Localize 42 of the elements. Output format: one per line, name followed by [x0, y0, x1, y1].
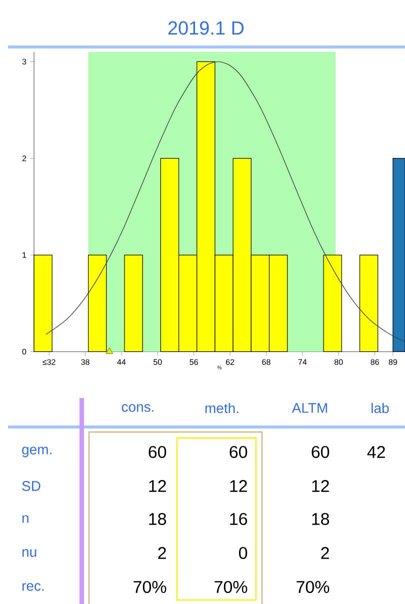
x-tick-label: 68	[262, 359, 270, 365]
text: 12	[312, 480, 329, 492]
x-tick-label: 80	[334, 359, 343, 365]
category-label: rec.	[22, 583, 44, 591]
x-tick-label: 62	[226, 359, 234, 365]
text: 70%	[296, 580, 330, 594]
y-tick-label: 1	[22, 252, 26, 258]
x-tick-label: 89	[388, 359, 397, 365]
text: 16	[230, 512, 248, 526]
x-tick-label: 74	[298, 359, 307, 365]
category-label: nu	[22, 549, 36, 557]
text: 12	[230, 480, 247, 492]
y-tick-label: 3	[22, 58, 26, 64]
x-tick-label: 50	[154, 359, 162, 365]
category-label: ALTM	[292, 403, 328, 413]
line-series	[46, 61, 405, 342]
chart-title: 2019.1 D	[168, 21, 244, 35]
x-tick-label: ≤32	[42, 359, 56, 365]
text: 18	[312, 512, 330, 526]
text: 18	[149, 512, 166, 526]
text: 2	[321, 547, 329, 559]
category-label: meth.	[205, 402, 238, 414]
text: 12	[149, 480, 166, 492]
x-tick-label: 86	[370, 359, 379, 365]
x-tick-label: 44	[117, 359, 126, 365]
text: 42	[367, 446, 385, 458]
text: 60	[230, 446, 248, 458]
y-tick-label: 2	[22, 156, 26, 162]
text: 70%	[214, 580, 248, 594]
category-label: lab	[372, 402, 389, 414]
category-label: gem.	[22, 446, 52, 458]
category-label: n	[22, 515, 28, 523]
text: 60	[148, 446, 166, 458]
category-label: cons.	[122, 404, 154, 412]
text: 2	[158, 547, 166, 559]
x-tick-label: 38	[81, 359, 90, 365]
text: 70%	[134, 580, 166, 594]
category-label: SD	[22, 481, 40, 491]
text: 0	[239, 546, 248, 560]
y-tick-label: 0	[22, 348, 26, 355]
x-tick-label: 56	[190, 359, 198, 365]
text: 60	[312, 446, 330, 458]
